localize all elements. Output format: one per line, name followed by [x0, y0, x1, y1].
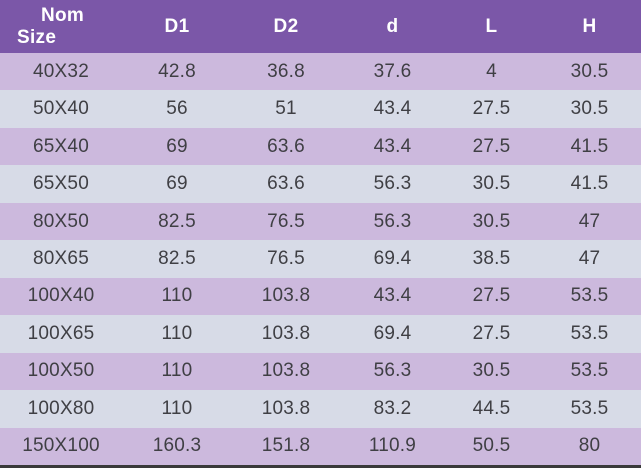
table-cell: 110	[161, 285, 193, 307]
table-cell: 53.5	[570, 397, 609, 419]
table-cell: 27.5	[472, 285, 511, 307]
table-cell: 41.5	[570, 135, 609, 157]
table-cell: 30.5	[472, 360, 511, 382]
table-row: 100X50 110 103.8 56.3 30.5 53.5	[0, 352, 641, 391]
table-cell: 100X40	[27, 285, 95, 307]
table-cell: 30.5	[570, 98, 609, 120]
table-row: 65X40 69 63.6 43.4 27.5 41.5	[0, 127, 641, 166]
table-cell: 56	[166, 98, 188, 120]
table-row: 65X50 69 63.6 56.3 30.5 41.5	[0, 165, 641, 203]
table-cell: 100X65	[27, 322, 95, 344]
table-cell: 40X32	[33, 60, 89, 82]
table-cell: 27.5	[472, 135, 511, 157]
table-cell: 110.9	[368, 435, 417, 457]
table-cell: 44.5	[472, 397, 511, 419]
table-cell: 160.3	[152, 435, 202, 457]
table-cell: 69.4	[373, 322, 412, 344]
table-cell: 80	[578, 435, 601, 457]
table-cell: 103.8	[261, 285, 311, 307]
table-cell: 82.5	[158, 210, 196, 232]
table-cell: 76.5	[267, 210, 305, 232]
table-row: 100X80 110 103.8 83.2 44.5 53.5	[0, 390, 641, 428]
table-cell: 36.8	[267, 60, 305, 82]
table-cell: 50X40	[33, 98, 89, 120]
table-cell: 56.3	[373, 173, 412, 195]
table-cell: 110	[161, 397, 193, 419]
col-header-nom-size-line1: Nom	[41, 4, 85, 26]
table-cell: 51	[275, 98, 297, 120]
table-cell: 43.4	[373, 98, 412, 120]
table-cell: 103.8	[261, 360, 311, 382]
table-cell: 100X80	[27, 397, 95, 419]
table-cell: 69	[166, 135, 188, 157]
table-cell: 30.5	[472, 173, 511, 195]
col-header-l: L	[485, 15, 498, 37]
table-cell: 103.8	[261, 397, 311, 419]
table-cell: 53.5	[570, 360, 609, 382]
col-header-d2: D2	[273, 15, 299, 37]
table-cell: 47	[578, 210, 601, 232]
table-cell: 30.5	[570, 60, 609, 82]
table-cell: 37.6	[373, 60, 412, 82]
table-cell: 110	[161, 360, 193, 382]
table-cell: 50.5	[472, 435, 511, 457]
table-row: 100X40 110 103.8 43.4 27.5 53.5	[0, 277, 641, 316]
table-row: 40X32 42.8 36.8 37.6 4 30.5	[0, 53, 641, 91]
table-cell: 69.4	[373, 247, 412, 269]
col-header-d: d	[386, 15, 399, 37]
table-cell: 65X40	[33, 135, 89, 157]
table-cell: 100X50	[27, 360, 95, 382]
col-header-h: H	[582, 15, 597, 37]
table-row: 50X40 56 51 43.4 27.5 30.5	[0, 90, 641, 128]
table-cell: 47	[578, 247, 601, 269]
table-cell: 69	[166, 173, 188, 195]
col-header-nom-size-line2: Size	[17, 26, 57, 48]
table-cell: 65X50	[33, 173, 89, 195]
table-cell: 150X100	[22, 435, 100, 457]
table-cell: 82.5	[158, 247, 196, 269]
table-cell: 151.8	[261, 435, 311, 457]
table-cell: 41.5	[570, 173, 609, 195]
table-cell: 80X65	[33, 247, 89, 269]
table-cell: 103.8	[261, 322, 311, 344]
table-cell: 30.5	[472, 210, 511, 232]
table-row: 100X65 110 103.8 69.4 27.5 53.5	[0, 315, 641, 353]
table-cell: 56.3	[373, 210, 412, 232]
table-row: 150X100 160.3 151.8 110.9 50.5 80	[0, 427, 641, 465]
table-cell: 43.4	[373, 135, 412, 157]
table-header-row: Nom Size D1 D2 d L H	[0, 0, 641, 53]
table-cell: 38.5	[472, 247, 511, 269]
table-cell: 42.8	[158, 60, 196, 82]
table-cell: 63.6	[267, 135, 305, 157]
table-cell: 76.5	[267, 247, 305, 269]
col-header-nom-size: Nom Size	[0, 0, 122, 53]
table-row: 80X50 82.5 76.5 56.3 30.5 47	[0, 202, 641, 241]
table-cell: 83.2	[373, 397, 412, 419]
table-cell: 110	[161, 322, 193, 344]
table-cell: 43.4	[373, 285, 412, 307]
table-cell: 56.3	[373, 360, 412, 382]
table-cell: 63.6	[267, 173, 305, 195]
table-cell: 27.5	[472, 322, 511, 344]
col-header-d1: D1	[164, 15, 190, 37]
table-row: 80X65 82.5 76.5 69.4 38.5 47	[0, 240, 641, 278]
table-cell: 53.5	[570, 285, 609, 307]
table-cell: 80X50	[33, 210, 89, 232]
table-cell: 27.5	[472, 98, 511, 120]
table-cell: 53.5	[570, 322, 609, 344]
table-cell: 4	[486, 60, 497, 82]
